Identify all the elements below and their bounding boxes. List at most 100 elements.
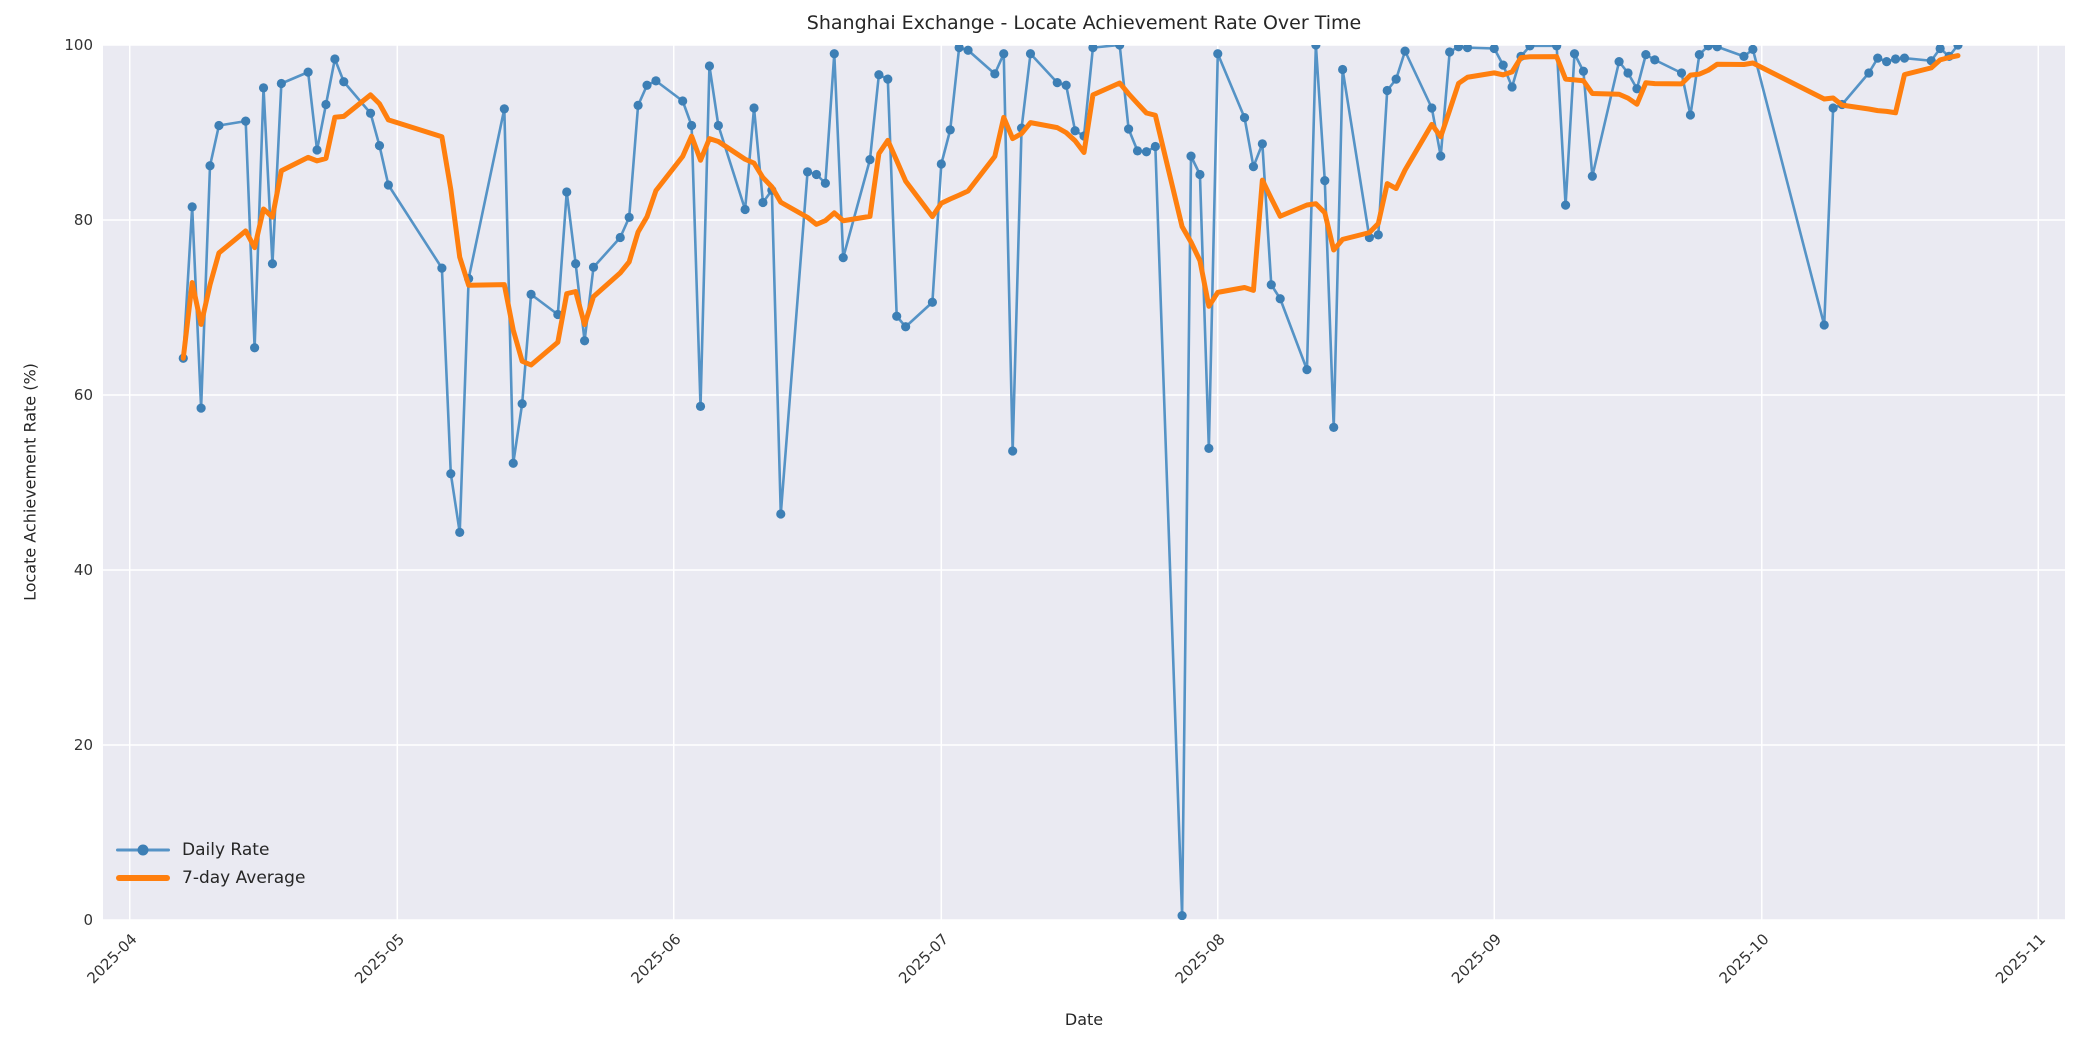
daily-rate-marker	[517, 399, 527, 409]
daily-rate-marker	[330, 54, 340, 64]
daily-rate-marker	[1248, 162, 1259, 172]
daily-rate-marker	[1873, 53, 1883, 63]
x-axis-label: Date	[1064, 1010, 1104, 1029]
daily-rate-marker	[651, 76, 661, 86]
daily-rate-marker	[1632, 84, 1642, 94]
daily-rate-marker	[1685, 110, 1696, 120]
daily-rate-marker	[1507, 82, 1517, 92]
daily-rate-marker	[927, 297, 937, 307]
daily-rate-marker	[740, 204, 750, 215]
x-tick-label: 2025-07	[895, 930, 952, 987]
daily-rate-marker	[446, 469, 456, 479]
chart-title: Shanghai Exchange - Locate Achievement R…	[806, 12, 1362, 34]
x-tick-label: 2025-09	[1448, 930, 1505, 987]
daily-rate-marker	[1953, 45, 1963, 50]
daily-rate-marker	[276, 78, 286, 89]
daily-rate-marker	[1052, 78, 1062, 88]
daily-rate-marker	[1712, 45, 1722, 52]
daily-rate-marker	[758, 197, 768, 208]
daily-rate-marker	[1391, 74, 1401, 84]
daily-rate-marker	[214, 120, 224, 131]
daily-rate-marker	[312, 145, 322, 155]
daily-rate-marker	[1819, 320, 1829, 330]
daily-rate-marker	[1115, 45, 1125, 50]
series-group	[178, 45, 1963, 920]
daily-rate-marker-icon	[137, 844, 149, 856]
daily-rate-marker	[1453, 45, 1464, 52]
daily-rate-marker	[633, 100, 643, 110]
daily-rate-marker	[579, 336, 590, 346]
daily-rate-marker	[267, 259, 278, 269]
daily-rate-marker	[383, 180, 393, 190]
daily-rate-marker	[1498, 60, 1508, 70]
y-tick-label: 60	[74, 386, 93, 404]
x-tick-label: 2025-06	[628, 930, 685, 987]
daily-rate-marker	[1650, 55, 1660, 65]
daily-rate-marker	[1560, 200, 1571, 210]
daily-rate-marker	[205, 161, 215, 171]
x-tick-label: 2025-10	[1716, 930, 1773, 987]
daily-rate-marker	[588, 262, 599, 272]
daily-rate-marker	[704, 61, 715, 71]
daily-rate-marker	[1213, 49, 1223, 59]
daily-rate-marker	[1828, 103, 1838, 113]
daily-rate-marker	[1882, 57, 1892, 67]
daily-rate-marker	[1302, 365, 1312, 375]
daily-rate-marker	[1311, 45, 1321, 50]
daily-rate-marker	[1132, 146, 1143, 156]
daily-rate-marker	[1150, 141, 1160, 152]
daily-rate-marker	[1614, 57, 1624, 67]
daily-rate-marker	[1445, 47, 1455, 57]
x-tick-label: 2025-11	[1992, 930, 2049, 987]
daily-rate-marker	[624, 212, 634, 222]
daily-rate-marker	[455, 527, 465, 537]
daily-rate-marker	[749, 103, 759, 113]
daily-rate-marker	[571, 259, 581, 269]
seven-day-average-line-icon	[116, 875, 170, 881]
daily-rate-marker	[1676, 68, 1687, 78]
daily-rate-marker	[687, 120, 697, 131]
daily-rate-marker	[963, 45, 973, 55]
y-axis-label: Locate Achievement Rate (%)	[20, 363, 40, 601]
daily-rate-marker	[1890, 54, 1901, 64]
daily-rate-marker	[1320, 176, 1330, 186]
daily-rate-marker	[820, 178, 830, 188]
plot-background	[103, 45, 2065, 920]
daily-rate-marker	[321, 99, 331, 110]
legend-label-7day-average: 7-day Average	[182, 868, 306, 888]
daily-rate-marker	[695, 401, 706, 411]
daily-rate-marker	[1070, 126, 1080, 136]
daily-rate-marker	[1641, 50, 1651, 60]
daily-rate-marker	[1025, 49, 1036, 59]
daily-rate-marker	[811, 169, 822, 180]
daily-rate-marker	[1204, 443, 1214, 453]
daily-rate-marker	[339, 77, 349, 87]
daily-rate-marker	[1864, 68, 1874, 78]
daily-rate-marker	[883, 74, 893, 84]
seven-day-average-line-swatch	[116, 869, 170, 887]
daily-rate-marker	[1008, 446, 1018, 456]
daily-rate-marker	[990, 69, 1000, 79]
daily-rate-line-swatch	[116, 841, 170, 859]
daily-rate-marker	[1578, 66, 1589, 76]
y-tick-label: 0	[83, 911, 93, 929]
y-tick-label: 100	[64, 36, 93, 54]
daily-rate-marker	[713, 120, 723, 131]
daily-rate-marker	[196, 403, 206, 413]
daily-rate-marker	[1748, 45, 1758, 54]
daily-rate-marker	[374, 141, 385, 151]
daily-rate-marker	[1703, 45, 1713, 51]
daily-rate-marker	[499, 104, 509, 114]
daily-rate-marker	[187, 202, 197, 212]
daily-rate-marker	[526, 289, 536, 299]
daily-rate-marker	[1525, 45, 1535, 51]
daily-rate-marker	[1177, 911, 1187, 920]
daily-rate-marker	[1400, 46, 1410, 56]
daily-rate-marker	[508, 458, 518, 468]
daily-rate-marker	[1623, 68, 1633, 78]
daily-rate-marker	[258, 83, 269, 93]
daily-rate-marker	[865, 155, 875, 165]
daily-rate-marker	[901, 322, 911, 332]
daily-rate-marker	[1186, 151, 1196, 161]
daily-rate-marker	[1382, 85, 1392, 96]
